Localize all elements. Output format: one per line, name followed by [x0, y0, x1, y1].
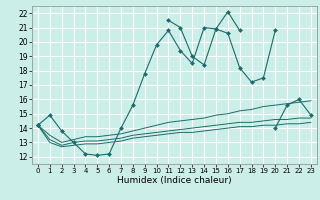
X-axis label: Humidex (Indice chaleur): Humidex (Indice chaleur) — [117, 176, 232, 185]
